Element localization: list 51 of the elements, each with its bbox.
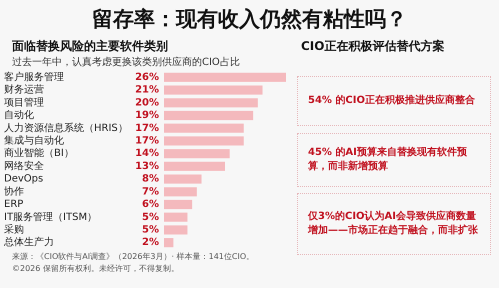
text: 留存率：现有收入仍然有粘性吗？ [91, 6, 408, 33]
data-label: 7% [142, 186, 159, 198]
y-tick-label: 人力资源信息系统（HRIS） [4, 122, 128, 134]
bar [164, 162, 225, 171]
chart-title: 面临替换风险的主要软件类别 [12, 38, 168, 55]
y-tick-label: 客户服务管理 [4, 70, 64, 83]
bar [164, 212, 188, 222]
bar [164, 136, 244, 146]
y-tick-label: 自动化 [4, 109, 34, 122]
bar [164, 238, 174, 248]
text: 45% 的AI预算来自替换现有软件预算，而非新增预算 [308, 146, 468, 174]
y-tick-label: 项目管理 [4, 97, 44, 108]
y-tick-label: 采购 [4, 224, 24, 236]
data-label: 19% [135, 110, 159, 122]
bar [164, 187, 197, 196]
y-tick-label: 集成与自动化 [4, 134, 64, 147]
source-note: 来源：《CIO软件与AI调查》（2026年3月）· 样本量：141位CIO。 [12, 251, 256, 263]
y-tick-label: ERP [4, 199, 24, 210]
text: 仅3%的CIO认为AI会导致供应商数量增加——市场正在趋于融合，而非扩张 [308, 210, 479, 238]
data-label: 2% [142, 237, 159, 248]
data-label: 20% [135, 97, 159, 108]
bar [164, 225, 188, 235]
data-label: 5% [142, 224, 159, 236]
y-tick-label: 协作 [4, 185, 24, 198]
data-label: 13% [135, 160, 159, 172]
data-label: 17% [135, 136, 159, 147]
bar [164, 110, 254, 120]
data-label: 14% [135, 148, 159, 160]
data-label: 6% [142, 199, 159, 210]
bar [164, 200, 192, 210]
bar [164, 72, 286, 82]
data-label: 17% [135, 122, 159, 134]
chart-subtitle: 过去一年中，认真考虑更换该类别供应商的CIO占比 [12, 56, 240, 69]
y-tick-label: 财务运营 [4, 84, 44, 96]
y-tick-label: DevOps [4, 174, 44, 185]
data-label: 21% [135, 84, 159, 96]
bar [164, 98, 258, 108]
bar [164, 149, 230, 158]
bar [164, 124, 244, 133]
bar [164, 174, 202, 184]
y-tick-label: IT服务管理（ITSM） [4, 210, 98, 223]
text: ©2026 保留所有权利。未经许可，不得复制。 [12, 263, 180, 275]
y-tick-label: 网络安全 [4, 160, 44, 172]
text: 54% 的CIO正在积极推进供应商整合 [308, 94, 475, 108]
text: CIO正在积极评估替代方案 [301, 38, 444, 55]
data-label: 8% [142, 174, 159, 185]
data-label: 5% [142, 212, 159, 223]
y-tick-label: 商业智能（BI） [4, 147, 74, 160]
data-label: 26% [135, 72, 159, 83]
y-tick-label: 总体生产力 [3, 236, 54, 248]
bar [164, 85, 263, 95]
